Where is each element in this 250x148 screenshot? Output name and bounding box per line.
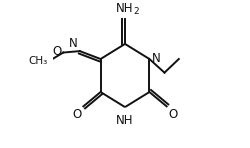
Text: N: N	[152, 52, 161, 65]
Text: NH: NH	[116, 114, 134, 127]
Text: N: N	[69, 37, 78, 50]
Text: NH: NH	[116, 2, 134, 15]
Text: O: O	[52, 45, 62, 58]
Text: O: O	[168, 108, 177, 121]
Text: CH₃: CH₃	[28, 56, 48, 66]
Text: O: O	[73, 108, 82, 121]
Text: 2: 2	[133, 7, 138, 16]
